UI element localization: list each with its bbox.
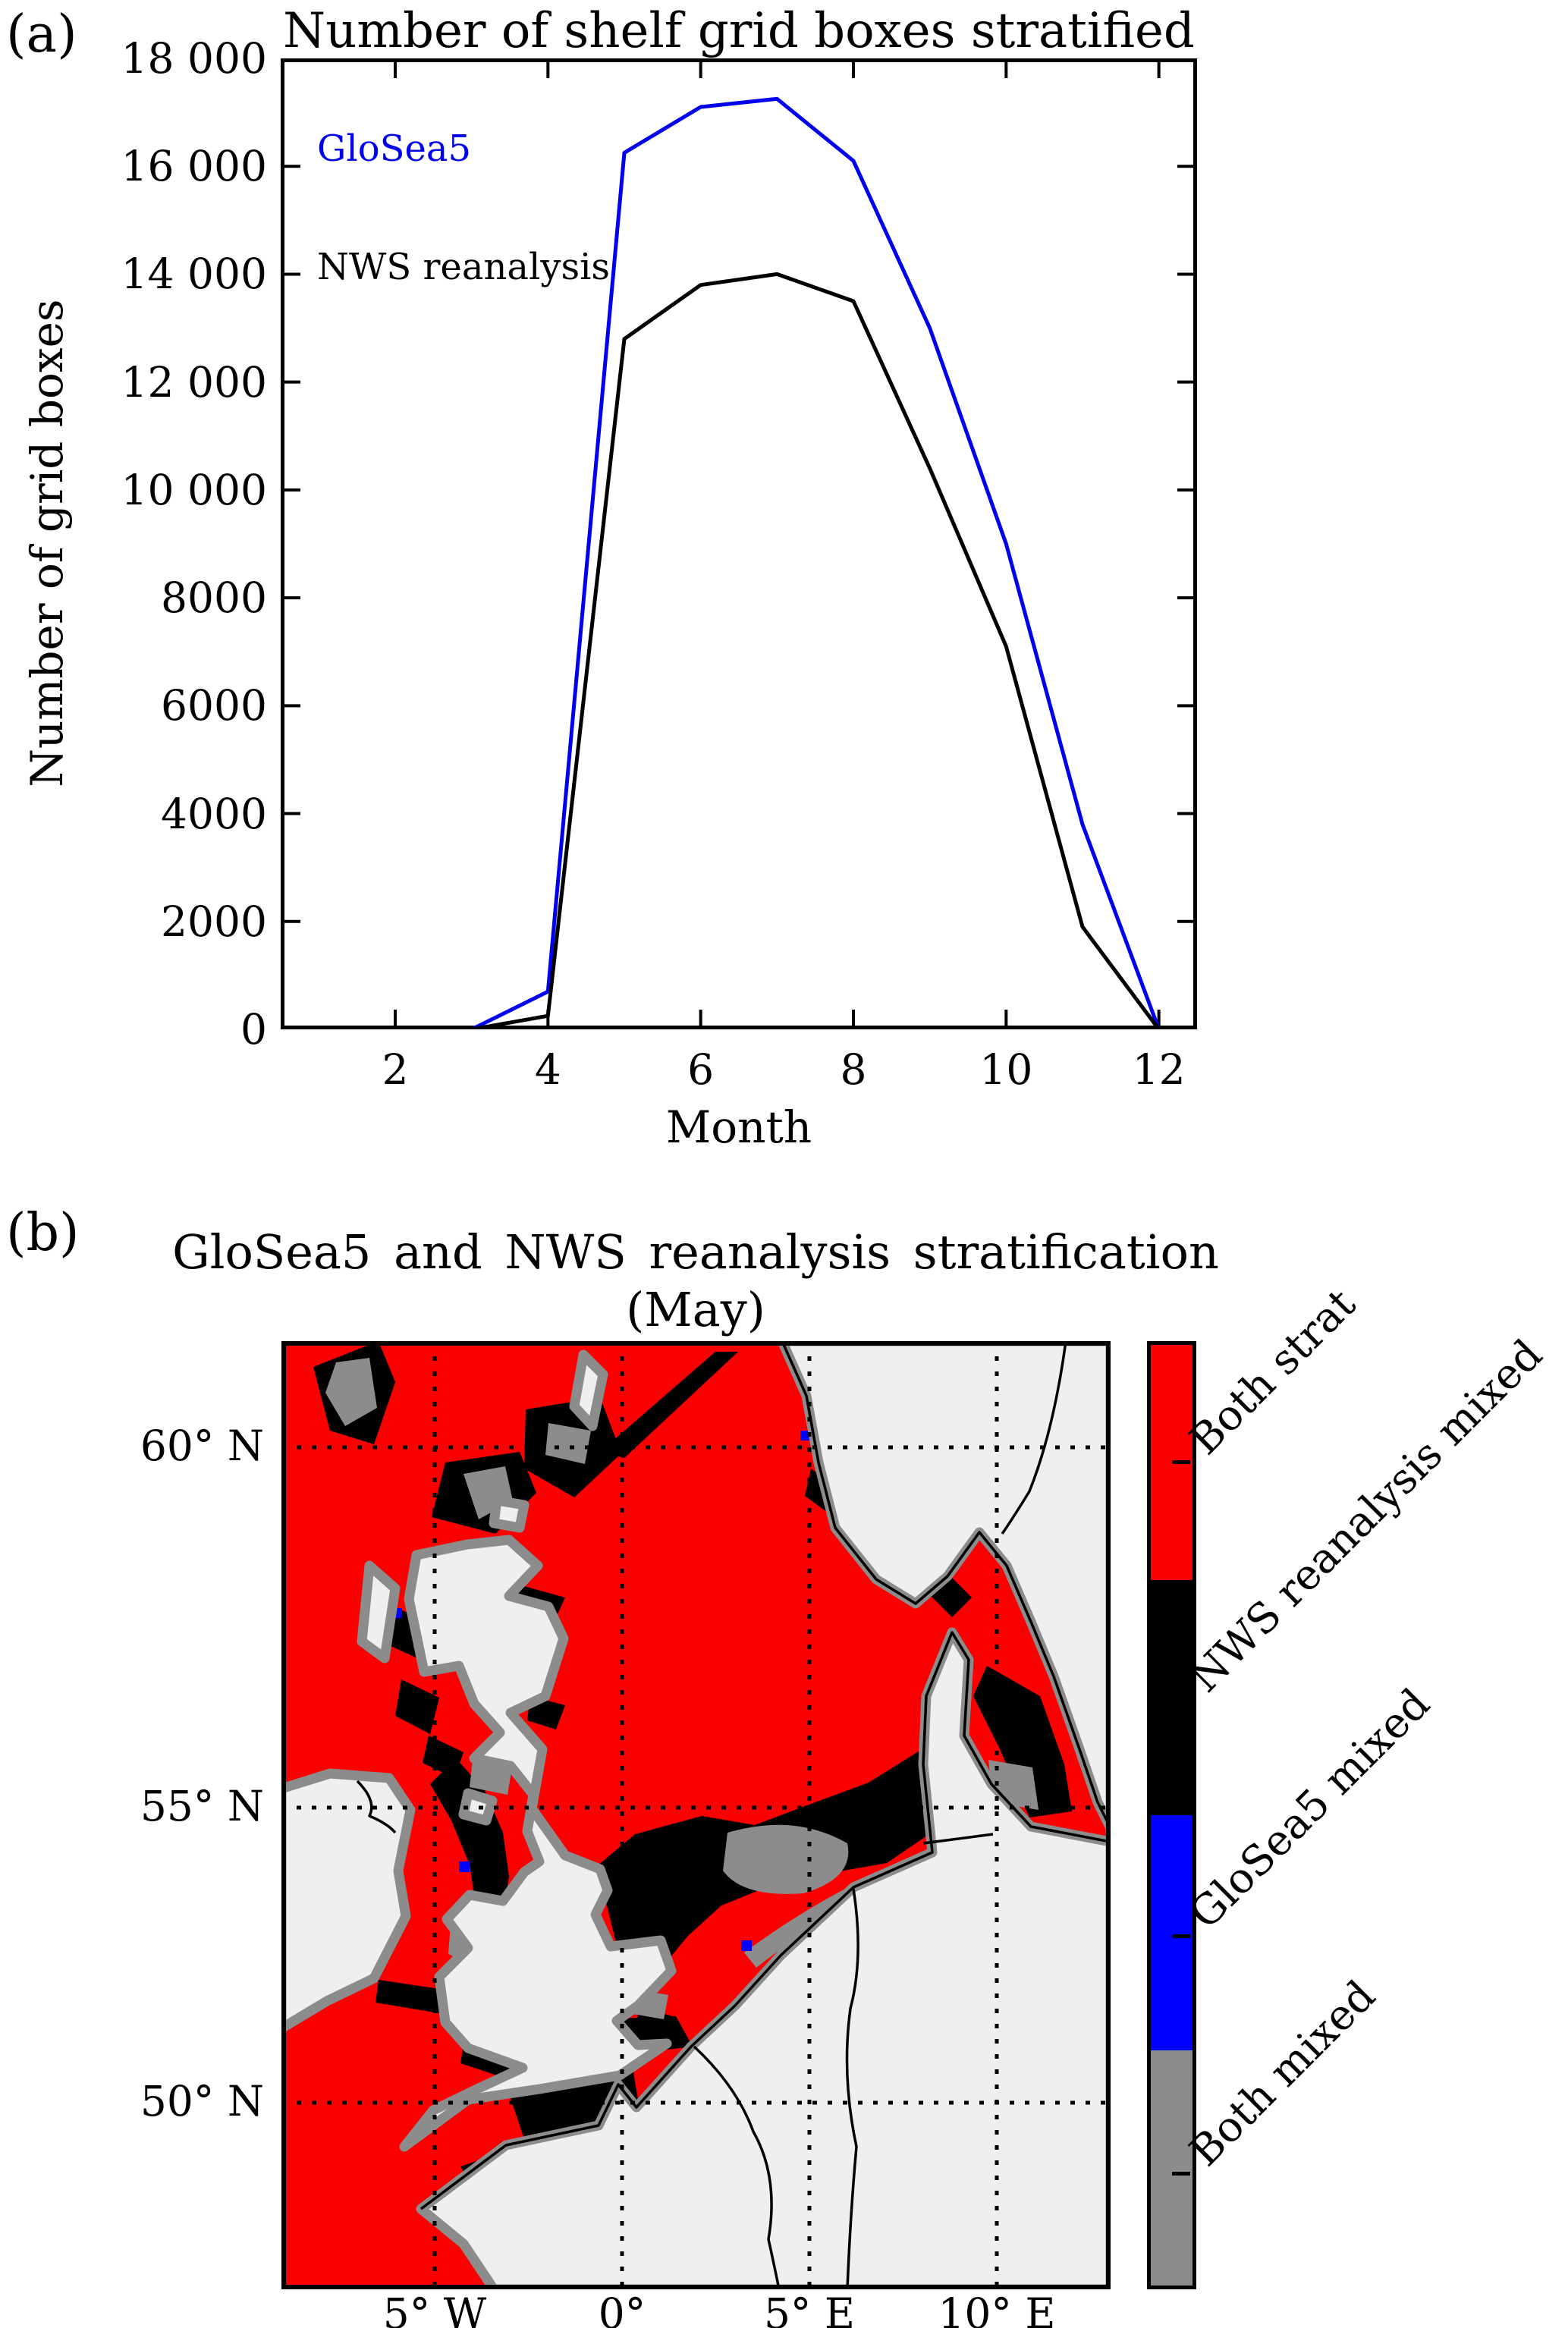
colorbar bbox=[1147, 1341, 1196, 2289]
lat-label-60n: 60° N bbox=[140, 1422, 264, 1470]
x-tick-label: 10 bbox=[979, 1045, 1033, 1094]
y-tick-label: 16 000 bbox=[121, 142, 267, 191]
land-orkney bbox=[489, 1495, 529, 1533]
panel-a-xlabel: Month bbox=[665, 1101, 812, 1153]
stratification-map bbox=[281, 1341, 1111, 2289]
y-tick-label: 8000 bbox=[161, 573, 267, 623]
land-outer-hebrides bbox=[357, 1560, 401, 1664]
y-tick-label: 2000 bbox=[161, 897, 267, 946]
panel-b-title-line2: (May) bbox=[626, 1282, 765, 1337]
lat-label-55n: 55° N bbox=[140, 1782, 264, 1830]
colorbar-tick bbox=[1172, 1934, 1190, 1938]
land-shetland bbox=[569, 1349, 608, 1431]
colorbar-segment-glosea5-mixed bbox=[1151, 1815, 1192, 2050]
x-tick-label: 8 bbox=[840, 1045, 867, 1094]
map-country-borders bbox=[356, 1341, 1111, 2289]
colorbar-tick bbox=[1172, 2172, 1190, 2176]
legend-glosea5: GloSea5 bbox=[317, 127, 472, 170]
y-tick-label: 14 000 bbox=[121, 250, 267, 299]
y-tick-label: 6000 bbox=[161, 681, 267, 730]
y-tick-label: 4000 bbox=[161, 789, 267, 838]
lon-label-10e: 10° E bbox=[938, 2289, 1056, 2328]
series-line-glosea5 bbox=[319, 96, 1161, 1029]
map-land bbox=[281, 1341, 1111, 2289]
colorbar-label-both-strat: Both strat bbox=[1180, 1279, 1365, 1464]
panel-a-title: Number of shelf grid boxes stratified bbox=[283, 3, 1195, 59]
x-tick-label: 12 bbox=[1132, 1045, 1186, 1094]
colorbar-tick bbox=[1172, 1698, 1190, 1701]
map-graticule bbox=[281, 1341, 1111, 2289]
colorbar-segment-both-mixed bbox=[1151, 2050, 1192, 2286]
y-tick-label: 0 bbox=[240, 1005, 267, 1054]
lat-label-50n: 50° N bbox=[140, 2077, 264, 2125]
panel-a-label: (a) bbox=[6, 5, 77, 64]
lon-label-5w: 5° W bbox=[382, 2289, 487, 2328]
x-tick-label: 6 bbox=[687, 1045, 715, 1094]
x-tick-label: 2 bbox=[382, 1045, 409, 1094]
land-ireland bbox=[281, 1768, 416, 2034]
map-frame bbox=[281, 1341, 1111, 2289]
lon-label-0: 0° bbox=[598, 2289, 646, 2328]
colorbar-label-glosea5-mixed: GloSea5 mixed bbox=[1180, 1679, 1439, 1938]
colorbar-tick bbox=[1172, 1460, 1190, 1464]
panel-a-ylabel: Number of grid boxes bbox=[21, 299, 73, 787]
panel-b-title-line1: GloSea5 and NWS reanalysis stratificatio… bbox=[172, 1224, 1219, 1280]
legend-nws-reanalysis: NWS reanalysis bbox=[317, 246, 611, 288]
y-tick-label: 12 000 bbox=[121, 357, 267, 407]
colorbar-label-both-mixed: Both mixed bbox=[1180, 1971, 1385, 2176]
panel-a-plot bbox=[281, 58, 1197, 1029]
land-great-britain bbox=[399, 1535, 677, 2152]
series-line-nws-reanalysis bbox=[319, 272, 1161, 1029]
x-tick-label: 4 bbox=[534, 1045, 561, 1094]
panel-b-label: (b) bbox=[6, 1203, 80, 1263]
panel-a-axes-frame bbox=[281, 58, 1197, 1029]
y-tick-label: 10 000 bbox=[121, 465, 267, 514]
lon-label-5e: 5° E bbox=[763, 2289, 856, 2328]
y-tick-label: 18 000 bbox=[121, 34, 267, 83]
